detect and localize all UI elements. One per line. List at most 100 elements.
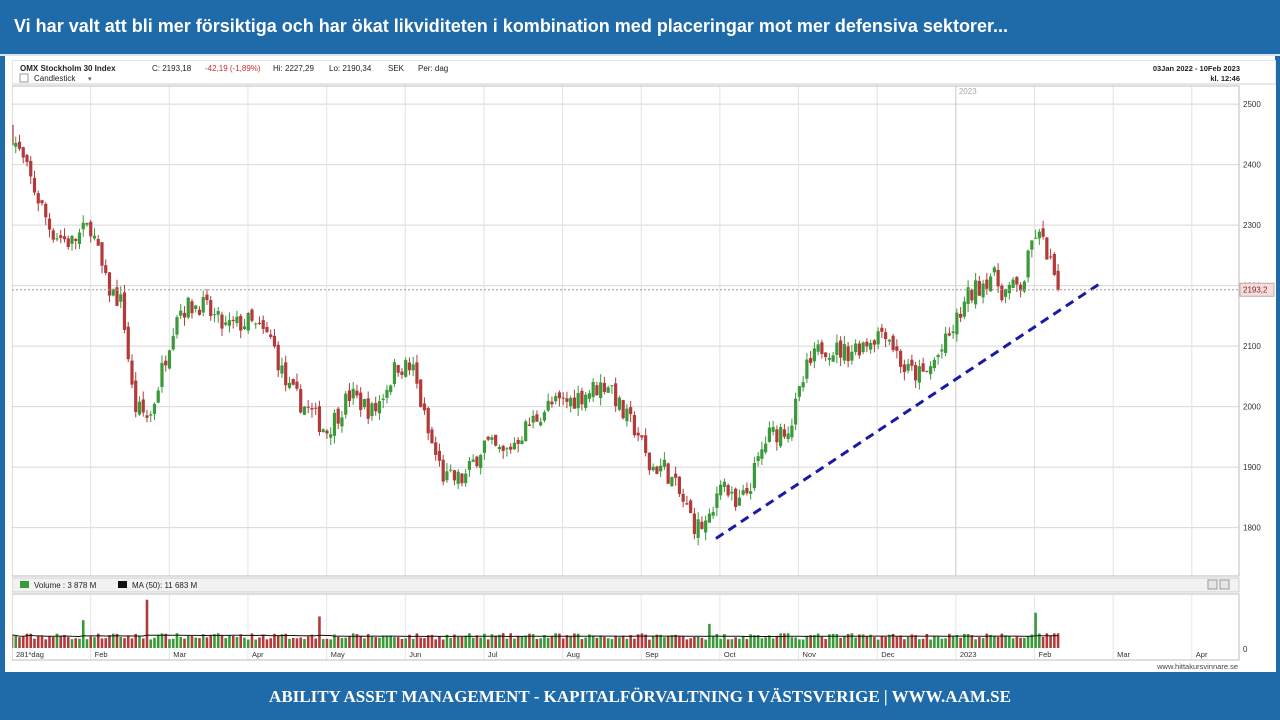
candle-body <box>231 319 235 322</box>
volume-bar <box>963 633 966 648</box>
volume-bar <box>985 633 989 648</box>
volume-bar <box>59 636 63 648</box>
candle-body <box>25 154 29 163</box>
candle-body <box>362 399 367 408</box>
volume-bar <box>704 639 707 648</box>
month-tick-label: Mar <box>1117 650 1130 659</box>
volume-bar <box>801 639 805 648</box>
volume-bar <box>333 634 336 648</box>
candle-body <box>726 485 730 496</box>
watermark: www.hittakursvinnare.se <box>1156 662 1238 671</box>
candle-body <box>921 363 925 372</box>
close-panel-icon[interactable] <box>1219 579 1230 590</box>
candle-body <box>809 358 813 364</box>
candle-body <box>512 442 517 450</box>
price-plot-frame <box>11 85 1240 577</box>
chart-type-dropdown-icon[interactable]: ▾ <box>88 76 92 83</box>
candle-body <box>595 385 599 396</box>
candle-body <box>482 440 487 453</box>
volume-bar <box>614 635 617 648</box>
volume-bar <box>78 638 81 648</box>
candle-body <box>122 292 127 330</box>
volume-bar <box>213 634 216 648</box>
candle-body <box>910 359 914 366</box>
chart-type-checkbox[interactable] <box>19 73 29 83</box>
volume-bar <box>970 635 974 648</box>
candle-body <box>674 473 678 478</box>
candle-body <box>917 366 921 383</box>
candle-body <box>280 365 284 374</box>
volume-bar <box>1019 637 1022 648</box>
volume-bar <box>85 639 89 648</box>
volume-bar <box>138 636 141 648</box>
candle-body <box>891 335 895 351</box>
volume-bar <box>445 634 449 648</box>
volume-bar <box>389 635 392 648</box>
candle-body <box>632 415 637 436</box>
candle-body <box>737 497 741 506</box>
volume-bar <box>314 638 318 648</box>
volume-bar <box>835 634 839 648</box>
volume-bar <box>576 633 580 648</box>
price-tick-label: 2300 <box>1243 221 1261 230</box>
volume-bar <box>201 634 205 648</box>
candle-body <box>21 147 25 158</box>
candle-body <box>426 408 430 434</box>
volume-bar <box>1030 634 1034 648</box>
candle-body <box>347 390 352 402</box>
candle-body <box>951 331 955 334</box>
candle-body <box>614 383 618 407</box>
volume-bar <box>40 635 44 648</box>
candle-body <box>1007 284 1011 294</box>
volume-bar <box>659 634 662 648</box>
volume-bar <box>306 636 310 648</box>
volume-bar <box>745 639 749 648</box>
volume-bar <box>989 634 992 648</box>
price-tick-label: 2500 <box>1243 100 1261 109</box>
volume-bar <box>959 637 962 648</box>
candle-body <box>1056 270 1060 290</box>
candle-body <box>404 360 408 377</box>
volume-bar <box>693 636 696 648</box>
price-gridlines <box>11 86 1239 660</box>
currency: SEK <box>388 64 405 73</box>
volume-bar <box>606 638 610 648</box>
candle-body <box>689 500 693 514</box>
candle-body <box>257 322 262 324</box>
candle-body <box>752 463 756 489</box>
candle-body <box>520 440 524 445</box>
volume-bar <box>629 635 632 648</box>
volume-bar <box>453 634 456 648</box>
volume-bar <box>644 634 647 648</box>
candle-body <box>411 364 415 371</box>
volume-bar <box>951 635 955 648</box>
candle-body <box>89 221 93 237</box>
volume-bar <box>426 635 430 648</box>
candle-body <box>96 239 100 246</box>
candle-body <box>100 242 104 266</box>
volume-bar <box>1034 612 1037 648</box>
candle-body <box>287 382 292 388</box>
zoom-icon[interactable] <box>1207 579 1218 590</box>
volume-bar <box>850 633 854 648</box>
volume-bar <box>685 639 689 648</box>
candle-body <box>944 333 948 353</box>
volume-bar <box>925 633 929 648</box>
candle-body <box>377 401 382 414</box>
candle-body <box>790 425 794 438</box>
volume-bar <box>284 633 288 648</box>
volume-bar <box>51 636 55 648</box>
volume-bar <box>36 636 40 648</box>
candle-body <box>1022 281 1026 292</box>
volume-bar <box>288 638 291 648</box>
high-value: Hi: 2227,29 <box>273 64 314 73</box>
volume-bar <box>423 638 426 648</box>
chart-panel: OMX Stockholm 30 Index C: 2193,18 -42,19… <box>10 59 1277 672</box>
volume-bar <box>63 635 66 648</box>
candle-body <box>389 385 393 393</box>
chart-type-label[interactable]: Candlestick <box>34 74 76 83</box>
volume-bar <box>595 637 599 648</box>
volume-bar <box>291 637 295 648</box>
price-tick-label: 1900 <box>1243 463 1261 472</box>
candle-body <box>212 314 217 316</box>
